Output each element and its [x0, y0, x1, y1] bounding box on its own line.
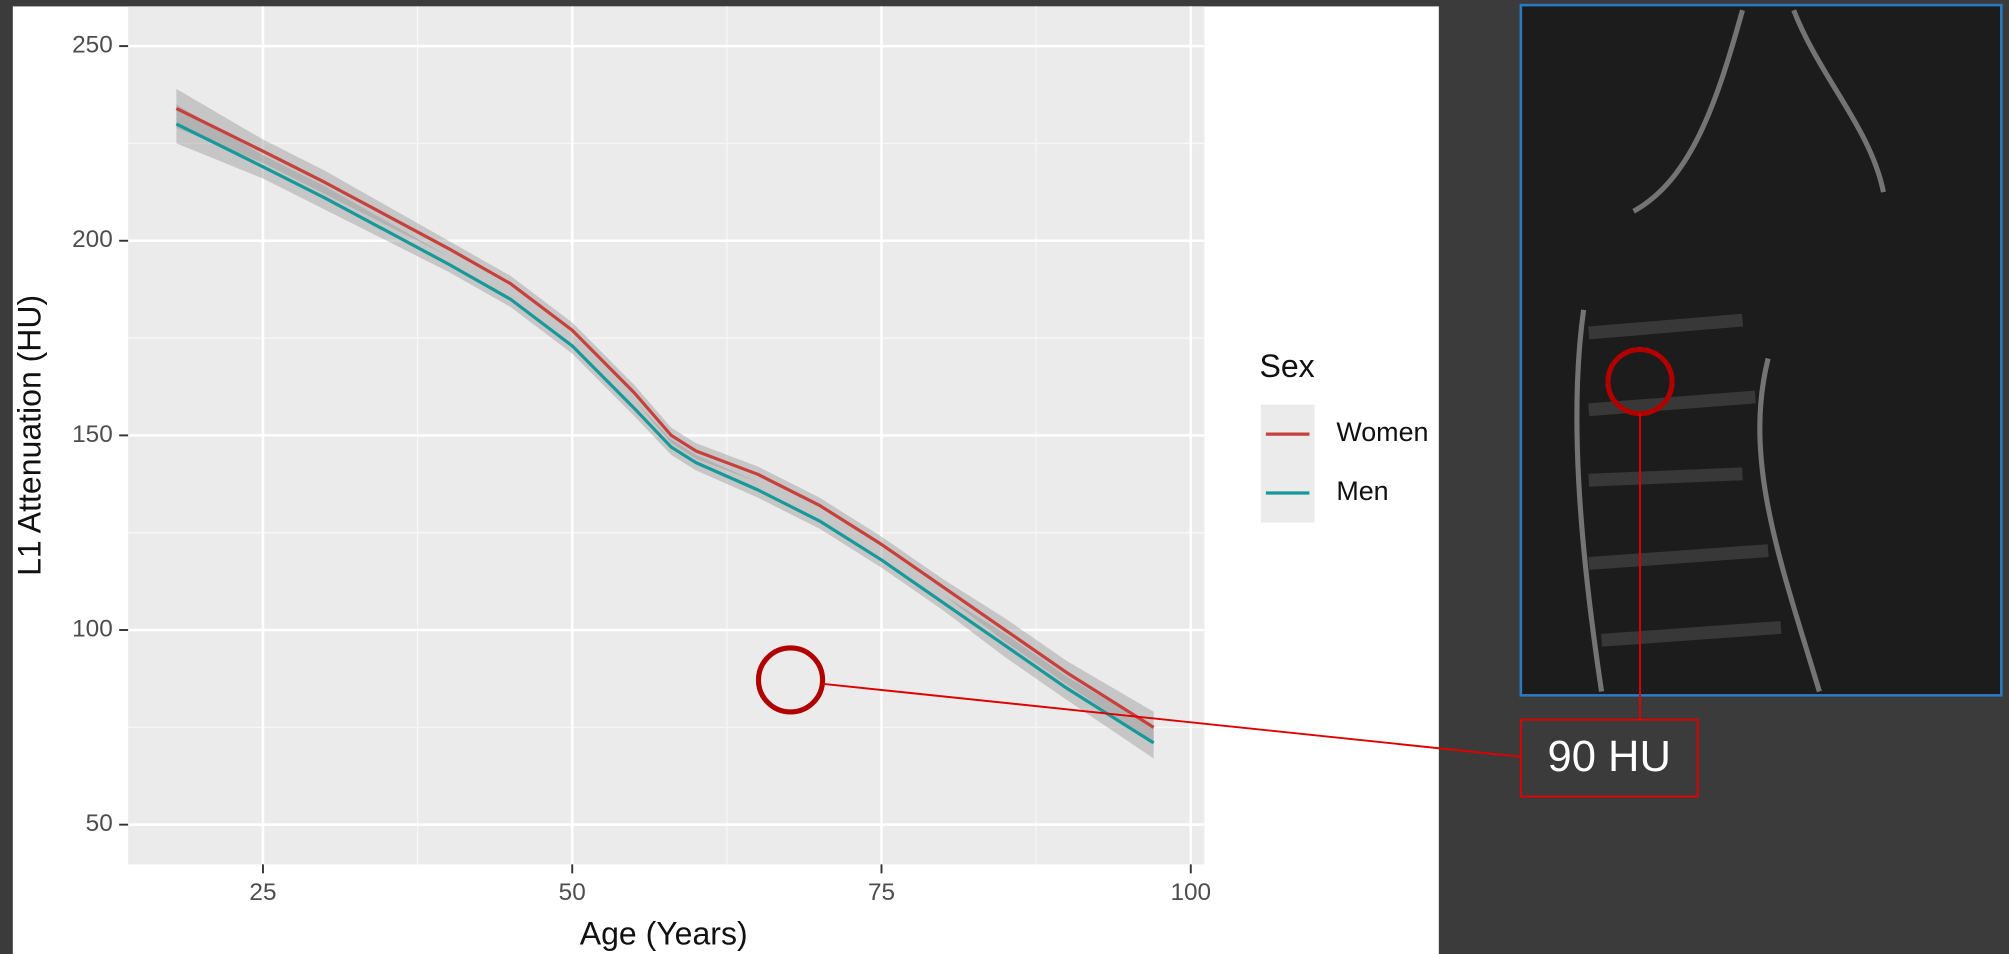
image-frame [1521, 5, 2001, 695]
y-tick-label: 250 [72, 32, 113, 59]
legend-title: Sex [1259, 348, 1314, 384]
x-tick-label: 50 [559, 879, 586, 906]
x-axis-title: Age (Years) [580, 916, 748, 952]
legend-label: Women [1336, 417, 1428, 447]
x-tick-label: 75 [868, 879, 895, 906]
y-tick-label: 50 [86, 810, 113, 837]
y-tick-label: 150 [72, 421, 113, 448]
y-tick-label: 100 [72, 615, 113, 642]
page: {"chart_data": {"type": "line", "x_label… [0, 0, 2009, 954]
x-tick-label: 100 [1170, 879, 1211, 906]
y-axis-title: L1 Attenuation (HU) [11, 295, 47, 576]
legend-label: Men [1336, 476, 1388, 506]
y-tick-label: 200 [72, 226, 113, 253]
screen: Age (Years) L1 Attenuation (HU) Sex Wome… [0, 0, 2009, 954]
ct-image [1521, 5, 2001, 695]
annotation-label: 90 HU [1548, 733, 1671, 781]
x-tick-label: 25 [249, 879, 276, 906]
